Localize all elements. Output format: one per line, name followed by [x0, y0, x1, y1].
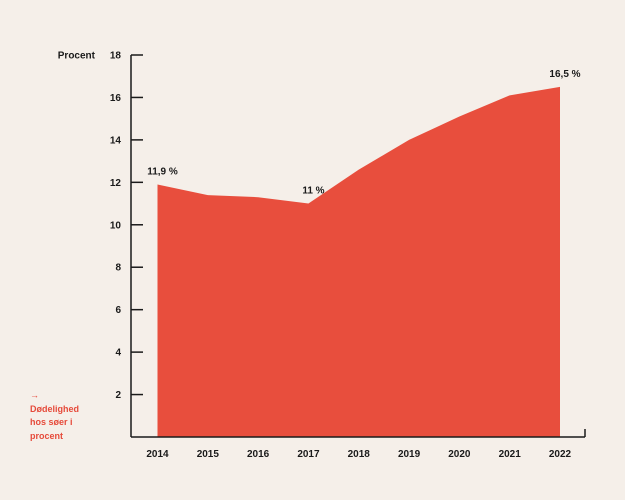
x-tick-label: 2021 — [499, 449, 522, 460]
y-tick-label: 6 — [115, 305, 121, 316]
y-tick-label: 14 — [110, 135, 122, 146]
x-tick-label: 2019 — [398, 449, 421, 460]
y-tick-label: 18 — [110, 51, 122, 62]
y-tick-label: 12 — [110, 178, 122, 189]
y-axis-label: Procent — [58, 51, 96, 62]
note-line-2: hos søer i — [30, 417, 73, 427]
data-label: 16,5 % — [549, 69, 580, 80]
x-tick-label: 2020 — [448, 449, 471, 460]
y-tick-label: 10 — [110, 220, 122, 231]
area-series — [157, 86, 560, 437]
x-tick-label: 2014 — [146, 449, 169, 460]
data-label: 11,9 % — [147, 166, 178, 177]
note-line-3: procent — [30, 430, 64, 441]
note-arrow-icon: → — [30, 390, 39, 400]
y-tick-label: 8 — [115, 263, 121, 274]
y-tick-label: 2 — [115, 390, 121, 401]
note-line-1: Dødelighed — [30, 403, 79, 414]
x-tick-label: 2015 — [197, 449, 220, 460]
data-label: 11 % — [302, 186, 324, 197]
y-tick-label: 16 — [110, 93, 122, 104]
x-tick-label: 2018 — [348, 449, 371, 460]
x-tick-label: 2016 — [247, 449, 270, 460]
x-tick-label: 2022 — [549, 449, 572, 460]
chart-note: → Dødelighed hos søer i procent — [30, 389, 100, 443]
x-tick-label: 2017 — [297, 449, 320, 460]
y-tick-label: 4 — [115, 348, 121, 359]
